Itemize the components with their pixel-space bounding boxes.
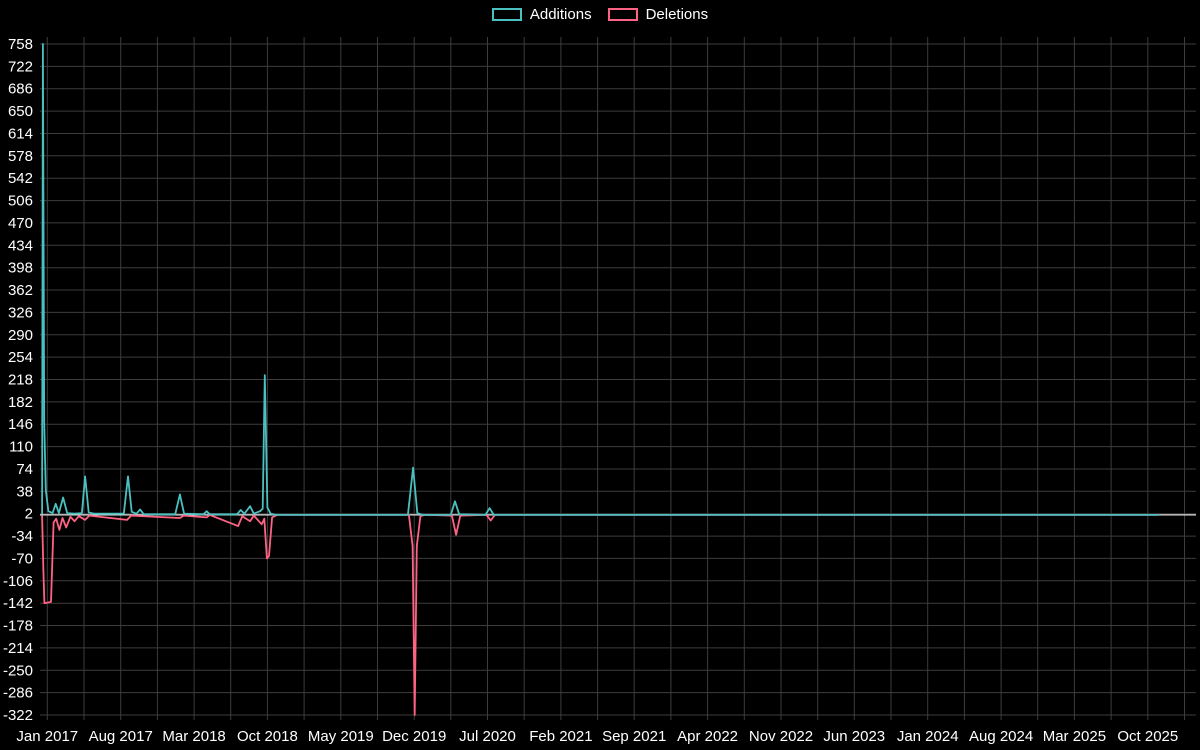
x-axis-tick-label: Aug 2024 [969,728,1033,745]
x-axis-tick-label: Sep 2021 [602,728,666,745]
y-axis-tick-label: 326 [8,304,33,321]
y-axis-tick-label: 434 [8,237,33,254]
y-axis-tick-label: -142 [3,595,33,612]
y-axis-tick-label: 362 [8,282,33,299]
y-axis-tick-label: -250 [3,662,33,679]
deletions-line [41,514,1160,716]
y-axis-tick-label: 614 [8,126,33,143]
y-axis-tick-label: 254 [8,349,33,366]
y-axis-tick-label: 218 [8,372,33,389]
y-axis-tick-label: 722 [8,58,33,75]
x-axis-tick-label: Oct 2018 [237,728,298,745]
y-axis-tick-label: -34 [11,528,33,545]
y-axis-tick-label: 38 [16,483,33,500]
legend-item-additions[interactable]: Additions [491,6,592,23]
y-axis-tick-label: -214 [3,640,33,657]
additions-line [41,43,1160,516]
legend-item-deletions[interactable]: Deletions [607,6,709,23]
y-axis-tick-label: -286 [3,685,33,702]
y-axis-tick-label: 758 [8,36,33,53]
x-axis-tick-label: Apr 2022 [677,728,738,745]
x-axis-tick-label: Feb 2021 [529,728,592,745]
y-axis-tick-label: 506 [8,193,33,210]
deletions-color-swatch-icon [607,8,638,21]
additions-color-swatch-icon [491,8,522,21]
chart-legend: Additions Deletions [0,7,1200,22]
x-axis-tick-label: Mar 2018 [162,728,225,745]
y-axis-tick-label: 2 [25,506,33,523]
y-axis-tick-label: 578 [8,148,33,165]
y-axis-tick-label: 290 [8,327,33,344]
y-axis-tick-label: 110 [9,439,33,456]
y-axis-tick-label: -106 [3,573,33,590]
legend-label-deletions: Deletions [645,6,709,23]
legend-label-additions: Additions [529,6,592,23]
x-axis-tick-label: Jul 2020 [459,728,516,745]
x-axis-tick-label: Jun 2023 [823,728,885,745]
x-axis-tick-label: Jan 2017 [16,728,78,745]
y-axis-tick-label: -70 [11,550,33,567]
y-axis-tick-label: 146 [8,416,33,433]
x-axis-tick-label: Nov 2022 [749,728,813,745]
x-axis-tick-label: Jan 2024 [897,728,959,745]
y-axis-tick-label: 470 [8,215,33,232]
y-axis-tick-label: -322 [3,707,33,724]
y-axis-tick-label: 398 [8,260,33,277]
y-axis-tick-label: 182 [8,394,33,411]
x-axis-tick-label: Aug 2017 [89,728,153,745]
x-axis-tick-label: Dec 2019 [382,728,446,745]
x-axis-tick-label: Oct 2025 [1117,728,1178,745]
y-axis-tick-label: 650 [8,103,33,120]
y-axis-tick-label: 686 [8,81,33,98]
y-axis-tick-label: 542 [8,170,33,187]
x-axis-tick-label: Mar 2025 [1043,728,1106,745]
x-axis-tick-label: May 2019 [308,728,374,745]
y-axis-tick-label: -178 [3,618,33,635]
y-axis-tick-label: 74 [16,461,33,478]
